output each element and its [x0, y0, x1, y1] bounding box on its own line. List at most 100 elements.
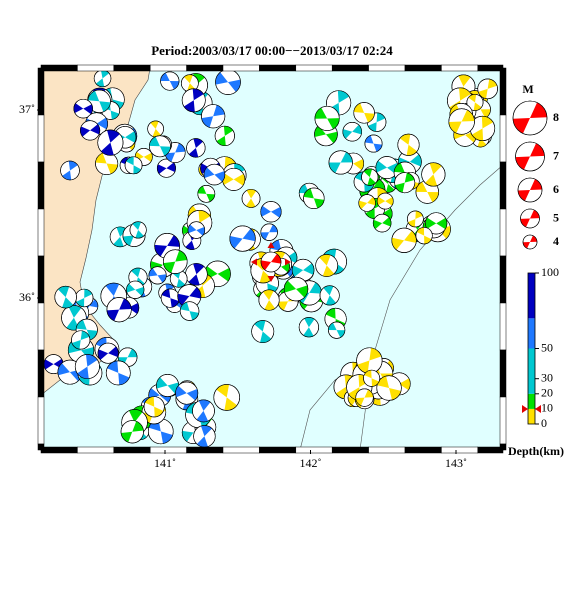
beachball-quadrant: [66, 305, 82, 331]
beachball-quadrant: [73, 103, 93, 115]
beachball-outline: [120, 420, 144, 444]
beachball-quadrant: [201, 105, 225, 128]
beachball-quadrant: [284, 280, 308, 298]
frame-segment: [477, 446, 504, 454]
mainshock-depth-marker: [522, 405, 541, 413]
beachball-quadrant: [100, 129, 120, 156]
beachball-quadrant: [57, 363, 82, 382]
mainshock-marker: [267, 242, 275, 248]
beachball-outline: [97, 342, 119, 364]
beachball-outline: [106, 297, 132, 323]
beachball-outline: [328, 321, 346, 339]
beachball-quadrant: [157, 162, 176, 174]
beachball-quadrant: [175, 385, 198, 401]
beachball-quadrant: [229, 228, 256, 249]
frame-segment: [37, 161, 45, 210]
beachball-outline: [364, 134, 383, 153]
beachball-quadrant: [150, 120, 161, 137]
beachball-quadrant: [448, 109, 475, 134]
frame-segment: [441, 446, 479, 454]
frame-segment: [477, 64, 504, 72]
beachball-quadrant: [154, 235, 180, 257]
beachball-outline: [260, 201, 282, 223]
beachball-quadrant: [377, 376, 402, 400]
mainshock-marker: [267, 276, 275, 282]
beachball-quadrant: [260, 224, 278, 240]
beachball-quadrant: [177, 287, 201, 306]
magnitude-legend-item: [522, 234, 538, 250]
colorbar-segment: [528, 348, 535, 394]
beachball-quadrant: [165, 143, 186, 162]
beachball-quadrant: [292, 263, 315, 277]
frame-segment: [37, 349, 45, 398]
beachball-outline: [148, 266, 167, 285]
beachball-outline: [54, 285, 77, 309]
frame-segment: [295, 446, 333, 454]
beachball-quadrant: [132, 221, 144, 239]
beachball-quadrant: [364, 135, 383, 152]
beachball-outline: [201, 104, 226, 129]
beachball-quadrant: [204, 266, 231, 282]
frame-segment: [77, 446, 115, 454]
frame-segment: [499, 349, 507, 398]
beachball-outline: [303, 187, 325, 210]
beachball-quadrant: [106, 298, 132, 321]
beachball-outline: [73, 98, 93, 119]
colorbar-tick-label: 20: [541, 386, 553, 400]
frame-segment: [499, 114, 507, 163]
beachball-outline: [319, 285, 340, 306]
frame-segment: [77, 64, 115, 72]
beachball-quadrant: [515, 143, 545, 170]
beachball-outline: [415, 227, 433, 245]
beachball-quadrant: [520, 209, 540, 228]
beachball-outline: [71, 330, 91, 350]
beachball-quadrant: [222, 173, 245, 186]
frame-segment: [186, 64, 224, 72]
frame-segment: [149, 446, 187, 454]
beachball-outline: [314, 105, 340, 131]
beachball-outline: [197, 184, 216, 203]
magnitude-legend-item: [515, 141, 545, 172]
beachball-quadrant: [314, 107, 340, 130]
frame-segment: [222, 446, 260, 454]
beachball-quadrant: [196, 399, 211, 422]
frame-segment: [259, 64, 297, 72]
beachball-quadrant: [254, 258, 273, 283]
focal-mechanisms: [43, 69, 498, 448]
beachball-quadrant: [314, 125, 338, 144]
beachball-quadrant: [160, 72, 180, 90]
beachball-outline: [353, 102, 375, 124]
beachball-outline: [241, 189, 261, 208]
beachball-quadrant: [126, 156, 142, 174]
beachball-quadrant: [358, 196, 376, 210]
lon-tick-label: 142˚: [300, 456, 322, 470]
mainshock-marker: [251, 258, 257, 266]
frame-segment: [37, 396, 45, 445]
beachball-quadrant: [148, 388, 171, 403]
beachball-outline: [124, 156, 143, 175]
frame-segment: [331, 64, 369, 72]
colorbar-segment: [528, 393, 535, 409]
beachball-quadrant: [357, 347, 382, 374]
beachball-quadrant: [523, 235, 537, 249]
beachball-outline: [358, 194, 376, 212]
beachball-quadrant: [368, 112, 386, 132]
beachball-outline: [363, 369, 381, 387]
beachball-outline: [315, 254, 339, 277]
colorbar-segment: [528, 273, 535, 319]
beachball-quadrant: [391, 230, 417, 250]
frame-segment: [499, 67, 507, 116]
beachball-outline: [61, 305, 87, 331]
lat-tick-label: 36˚: [19, 290, 35, 304]
beachball-quadrant: [319, 254, 335, 277]
beachball-quadrant: [58, 286, 74, 308]
frame-segment: [368, 446, 406, 454]
magnitude-legend-label: 5: [553, 210, 559, 224]
frame-segment: [499, 208, 507, 257]
magnitude-legend-label: 8: [553, 110, 559, 124]
beachball-quadrant: [135, 151, 153, 162]
magnitude-legend-label: 7: [553, 148, 559, 162]
magnitude-legend-item: [512, 100, 548, 136]
beachball-outline: [477, 78, 498, 100]
frame-segment: [37, 302, 45, 351]
